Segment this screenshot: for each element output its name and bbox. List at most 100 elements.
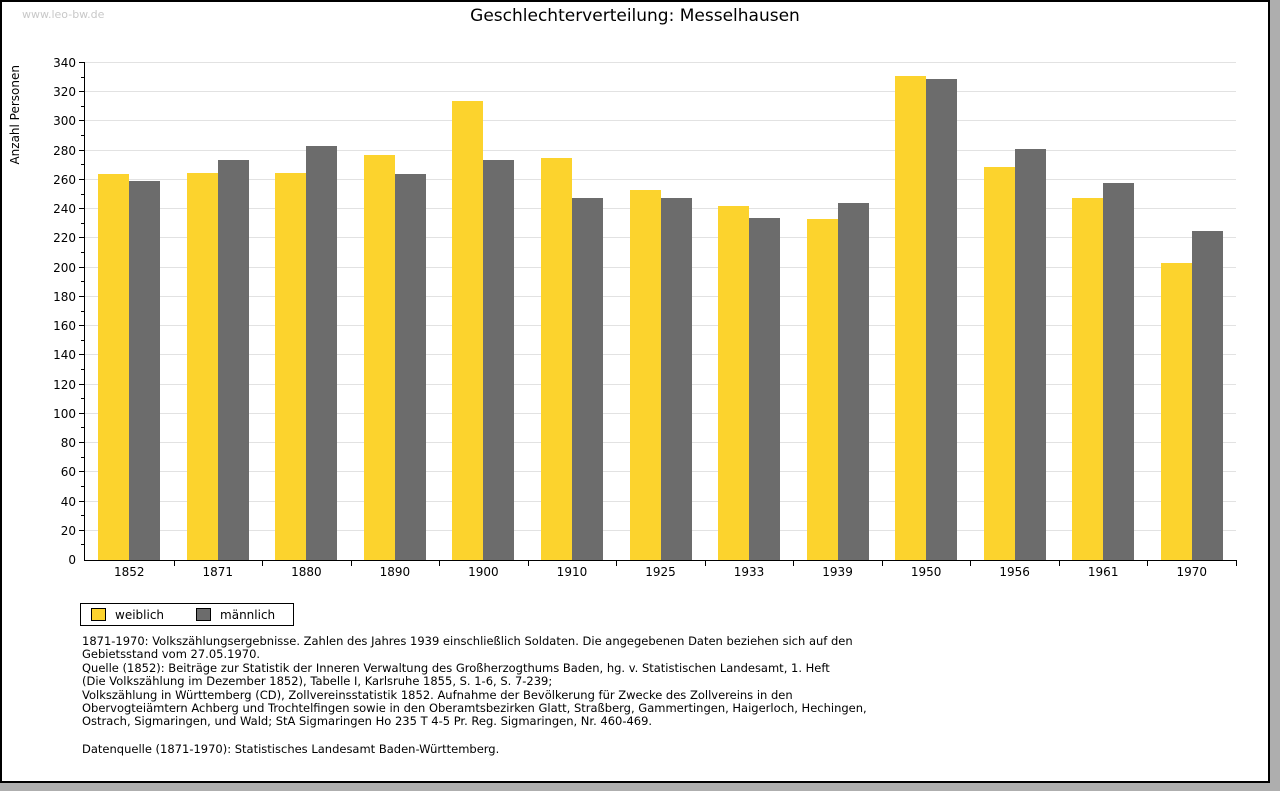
x-category-label: 1961 — [1087, 565, 1119, 579]
legend-item-männlich: männlich — [196, 608, 297, 622]
y-tick-label: 260 — [53, 172, 76, 187]
bar-männlich-1871 — [217, 159, 249, 560]
y-axis-title: Anzahl Personen — [8, 65, 22, 165]
y-minor-tick — [81, 135, 85, 137]
bar-männlich-1925 — [660, 197, 692, 560]
x-tick — [881, 560, 883, 566]
y-minor-tick — [81, 368, 85, 370]
footnote-line: Ostrach, Sigmaringen, und Wald; StA Sigm… — [82, 714, 653, 729]
y-minor-tick — [81, 427, 85, 429]
bar-weiblich-1961 — [1072, 197, 1104, 560]
x-category-label: 1852 — [113, 565, 145, 579]
legend-swatch-icon — [91, 608, 106, 621]
bar-weiblich-1900 — [452, 101, 484, 560]
bar-männlich-1970 — [1191, 231, 1223, 560]
datasource-line: Datenquelle (1871-1970): Statistisches L… — [82, 742, 500, 756]
y-minor-tick — [81, 164, 85, 166]
x-category-label: 1880 — [291, 565, 322, 579]
bar-männlich-1900 — [483, 159, 515, 560]
x-tick — [262, 560, 264, 566]
y-tick-label: 340 — [53, 56, 76, 70]
footnote-line: Obervogteiämtern Achberg und Trochtelfin… — [82, 701, 867, 716]
y-tick-label: 180 — [53, 289, 76, 304]
x-tick — [793, 560, 795, 566]
x-tick — [616, 560, 618, 566]
legend-box: weiblich männlich — [80, 603, 294, 626]
x-tick — [1058, 560, 1060, 566]
footnote-line: Gebietsstand vom 27.05.1970. — [82, 647, 261, 662]
y-minor-tick — [81, 193, 85, 195]
y-tick-120 — [79, 383, 85, 385]
bar-weiblich-1852 — [98, 174, 130, 560]
bar-weiblich-1970 — [1160, 263, 1192, 560]
y-tick-140 — [79, 354, 85, 356]
gridline-280 — [85, 149, 1236, 151]
x-category-label: 1970 — [1176, 565, 1207, 579]
y-tick-300 — [79, 120, 85, 122]
x-tick — [527, 560, 529, 566]
y-tick-label: 140 — [53, 348, 76, 363]
y-minor-tick — [81, 398, 85, 400]
bar-weiblich-1956 — [983, 166, 1015, 560]
y-tick-160 — [79, 325, 85, 327]
bar-männlich-1961 — [1103, 182, 1135, 560]
x-tick — [970, 560, 972, 566]
y-minor-tick — [81, 252, 85, 254]
y-tick-label: 160 — [53, 319, 76, 334]
y-tick-label: 300 — [53, 114, 76, 129]
footnote-line: Quelle (1852): Beiträge zur Statistik de… — [82, 660, 830, 675]
x-category-label: 1939 — [822, 565, 853, 579]
y-minor-tick — [81, 544, 85, 546]
x-tick — [350, 560, 352, 566]
bar-weiblich-1950 — [895, 76, 927, 560]
legend-label: weiblich — [115, 607, 165, 622]
y-tick-label: 320 — [53, 85, 76, 100]
y-tick-60 — [79, 471, 85, 473]
bar-weiblich-1910 — [540, 158, 572, 560]
y-tick-340 — [79, 62, 85, 63]
y-tick-label: 80 — [60, 436, 76, 451]
x-category-label: 1890 — [379, 565, 411, 579]
bar-weiblich-1880 — [275, 172, 307, 560]
gridline-300 — [85, 120, 1236, 122]
y-tick-220 — [79, 237, 85, 239]
bar-männlich-1939 — [837, 203, 869, 560]
gridline-340 — [85, 62, 1236, 63]
y-tick-200 — [79, 266, 85, 268]
x-tick — [1236, 560, 1237, 566]
y-tick-180 — [79, 295, 85, 297]
bar-männlich-1880 — [306, 146, 338, 560]
x-tick — [1147, 560, 1149, 566]
y-tick-label: 20 — [60, 523, 76, 538]
watermark: www.leo-bw.de — [22, 8, 105, 21]
legend-swatch-icon — [196, 608, 212, 621]
y-tick-label: 200 — [53, 260, 76, 275]
chart-title: Geschlechterverteilung: Messelhausen — [470, 6, 800, 26]
y-minor-tick — [81, 222, 85, 224]
y-tick-280 — [79, 149, 85, 151]
x-category-label: 1933 — [733, 565, 765, 579]
y-minor-tick — [81, 105, 85, 107]
y-tick-label: 120 — [53, 377, 76, 392]
bar-männlich-1956 — [1014, 149, 1046, 560]
bar-weiblich-1933 — [718, 206, 750, 560]
y-tick-260 — [79, 178, 85, 180]
y-tick-label: 60 — [60, 465, 76, 480]
x-category-label: 1925 — [645, 565, 676, 579]
x-category-label: 1900 — [468, 565, 499, 579]
y-tick-320 — [79, 91, 85, 93]
y-tick-label: 240 — [53, 202, 76, 217]
bar-männlich-1910 — [571, 197, 603, 560]
legend-item-weiblich: weiblich — [91, 608, 186, 622]
footnote-line: 1871-1970: Volkszählungsergebnisse. Zahl… — [82, 634, 853, 648]
footnotes-block: 1871-1970: Volkszählungsergebnisse. Zahl… — [82, 634, 867, 729]
y-tick-label: 40 — [60, 494, 76, 509]
y-minor-tick — [81, 76, 85, 78]
gridline-260 — [85, 178, 1236, 180]
y-tick-label: 220 — [53, 231, 76, 246]
legend-label: männlich — [220, 607, 276, 622]
y-tick-label: 0 — [68, 553, 76, 567]
y-tick-40 — [79, 500, 85, 502]
y-tick-20 — [79, 529, 85, 531]
